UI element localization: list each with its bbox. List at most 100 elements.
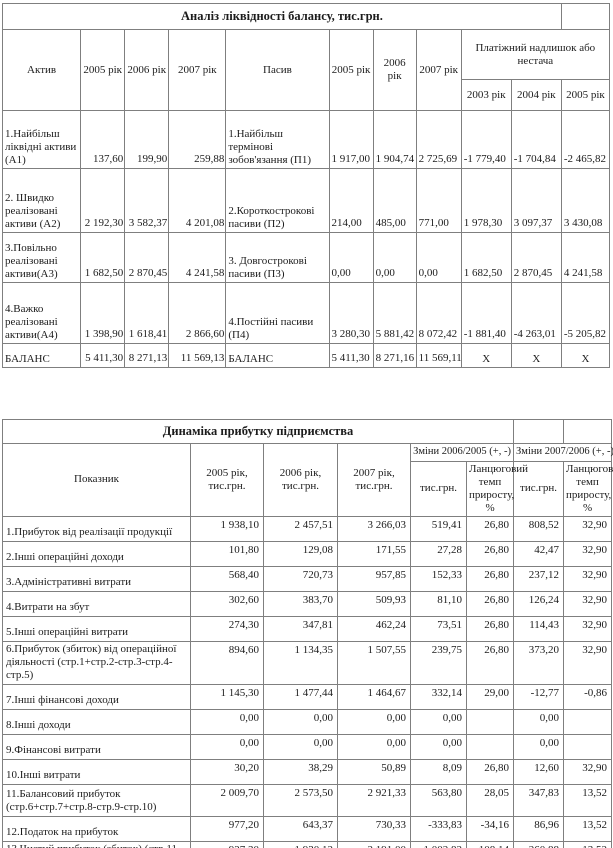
empty-cell: [563, 419, 613, 444]
liability-value-cell: 1 917,00: [328, 110, 374, 169]
indicator-label-cell: 1.Прибуток від реалізації продукції: [2, 515, 191, 542]
liability-label-cell: 2.Короткострокові пасиви (П2): [225, 168, 330, 233]
surplus-value-cell: Х: [460, 343, 512, 368]
header-surplus-year: 2005 рік: [560, 79, 611, 111]
value-cell: 2 573,50: [263, 783, 338, 817]
value-cell: 8,09: [410, 758, 467, 785]
table-row: 13.Чистий прибуток (збиток) (стр.11-стр.…: [2, 840, 613, 848]
liability-value-cell: 2 725,69: [415, 110, 462, 169]
value-cell: 13,52: [563, 783, 613, 817]
total-row: БАЛАНС 5 411,30 8 271,13 11 569,13 БАЛАН…: [1, 343, 611, 368]
asset-label-cell: 4.Важко реалізовані активи(А4): [1, 282, 82, 344]
profit-table: Динаміка прибутку підприємства Показник …: [1, 419, 613, 848]
value-cell: 32,90: [563, 565, 613, 592]
surplus-value-cell: 3 097,37: [510, 168, 562, 233]
table-row: Динаміка прибутку підприємства: [1, 419, 613, 444]
value-cell: 643,37: [263, 815, 338, 842]
asset-label-cell: 1.Найбільш ліквідні активи (А1): [1, 110, 82, 169]
table-row: 3.Повільно реалізовані активи(А3) 1 682,…: [1, 232, 611, 283]
value-cell: 32,90: [563, 540, 613, 567]
empty-cell: [560, 3, 611, 30]
header-asset-year: 2007 рік: [168, 29, 227, 111]
header-asset: Актив: [1, 29, 82, 111]
table-row: 10.Інші витрати 30,20 38,29 50,89 8,09 2…: [2, 758, 613, 785]
indicator-label-cell: 3.Адміністративні витрати: [2, 565, 191, 592]
value-cell: 302,60: [190, 590, 264, 617]
value-cell: 86,96: [513, 815, 565, 842]
liability-value-cell: 214,00: [328, 168, 374, 233]
value-cell: -12,77: [513, 683, 565, 710]
liability-value-cell: 0,00: [372, 232, 417, 283]
value-cell: 32,90: [563, 615, 613, 642]
surplus-value-cell: -2 465,82: [560, 110, 611, 169]
liability-value-cell: 8 072,42: [415, 282, 462, 344]
value-cell: 519,41: [410, 515, 467, 542]
table-row: 11.Балансовий прибуток (стр.6+стр.7+стр.…: [2, 783, 613, 817]
header-surplus-year: 2004 рік: [510, 79, 562, 111]
value-cell: 1 938,10: [190, 515, 264, 542]
asset-value-cell: 199,90: [124, 110, 170, 169]
value-cell: 957,85: [337, 565, 411, 592]
header-change-group: Зміни 2007/2006 (+, -): [513, 443, 613, 462]
asset-value-cell: 1 398,90: [80, 282, 126, 344]
asset-value-cell: 1 618,41: [124, 282, 170, 344]
asset-label-cell: 2. Швидко реалізовані активи (А2): [1, 168, 82, 233]
value-cell: 0,00: [263, 733, 338, 760]
table-row: 6.Прибуток (збиток) від операційної діял…: [2, 640, 613, 685]
liability-label-cell: 4.Постійні пасиви (П4): [225, 282, 330, 344]
value-cell: 568,40: [190, 565, 264, 592]
value-cell: 1 507,55: [337, 640, 411, 685]
header-change-subcol: тис.грн.: [513, 461, 565, 517]
liability-value-cell: 771,00: [415, 168, 462, 233]
value-cell: 894,60: [190, 640, 264, 685]
asset-value-cell: 5 411,30: [80, 343, 126, 368]
empty-cell: [513, 419, 565, 444]
value-cell: 1 145,30: [190, 683, 264, 710]
asset-value-cell: 2 192,30: [80, 168, 126, 233]
table-row: 9.Фінансові витрати 0,00 0,00 0,00 0,00 …: [2, 733, 613, 760]
value-cell: 260,88: [513, 840, 565, 848]
table-row: 2.Інші операційні доходи 101,80 129,08 1…: [2, 540, 613, 567]
table-row: 2. Швидко реалізовані активи (А2) 2 192,…: [1, 168, 611, 233]
liability-value-cell: 0,00: [328, 232, 374, 283]
value-cell: 0,00: [263, 708, 338, 735]
value-cell: 808,52: [513, 515, 565, 542]
indicator-label-cell: 7.Інші фінансові доходи: [2, 683, 191, 710]
liability-value-cell: 0,00: [415, 232, 462, 283]
indicator-label-cell: 11.Балансовий прибуток (стр.6+стр.7+стр.…: [2, 783, 191, 817]
value-cell: 2 009,70: [190, 783, 264, 817]
surplus-value-cell: 4 241,58: [560, 232, 611, 283]
asset-value-cell: 1 682,50: [80, 232, 126, 283]
asset-value-cell: 2 870,45: [124, 232, 170, 283]
header-indicator: Показник: [2, 443, 191, 517]
asset-value-cell: 259,88: [168, 110, 227, 169]
header-asset-year: 2006 рік: [124, 29, 170, 111]
value-cell: 1 464,67: [337, 683, 411, 710]
asset-value-cell: 4 241,58: [168, 232, 227, 283]
value-cell: 30,20: [190, 758, 264, 785]
liability-value-cell: 1 904,74: [372, 110, 417, 169]
liability-value-cell: 5 881,42: [372, 282, 417, 344]
indicator-label-cell: 9.Фінансові витрати: [2, 733, 191, 760]
value-cell: 108,14: [465, 840, 515, 848]
value-cell: 26,80: [465, 615, 515, 642]
surplus-value-cell: 2 870,45: [510, 232, 562, 283]
value-cell: 3 266,03: [337, 515, 411, 542]
header-liability-year: 2006 рік: [372, 29, 417, 111]
value-cell: 0,00: [513, 733, 565, 760]
value-cell: 32,90: [563, 640, 613, 685]
liability-value-cell: 11 569,11: [415, 343, 462, 368]
value-cell: 50,89: [337, 758, 411, 785]
table-row: 1.Найбільш ліквідні активи (А1) 137,60 1…: [1, 110, 611, 169]
indicator-label-cell: 13.Чистий прибуток (збиток) (стр.11-стр.…: [2, 840, 191, 848]
header-liability: Пасив: [225, 29, 330, 111]
value-cell: [563, 708, 613, 735]
value-cell: [563, 733, 613, 760]
surplus-value-cell: -1 779,40: [460, 110, 512, 169]
asset-label-cell: БАЛАНС: [1, 343, 82, 368]
indicator-label-cell: 6.Прибуток (збиток) від операційної діял…: [2, 640, 191, 685]
value-cell: 0,00: [513, 708, 565, 735]
value-cell: 332,14: [410, 683, 467, 710]
liquidity-table: Аналіз ліквідності балансу, тис.грн. Акт…: [1, 3, 611, 368]
